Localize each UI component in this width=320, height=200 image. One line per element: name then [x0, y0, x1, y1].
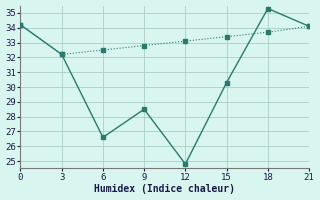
X-axis label: Humidex (Indice chaleur): Humidex (Indice chaleur) [94, 184, 235, 194]
